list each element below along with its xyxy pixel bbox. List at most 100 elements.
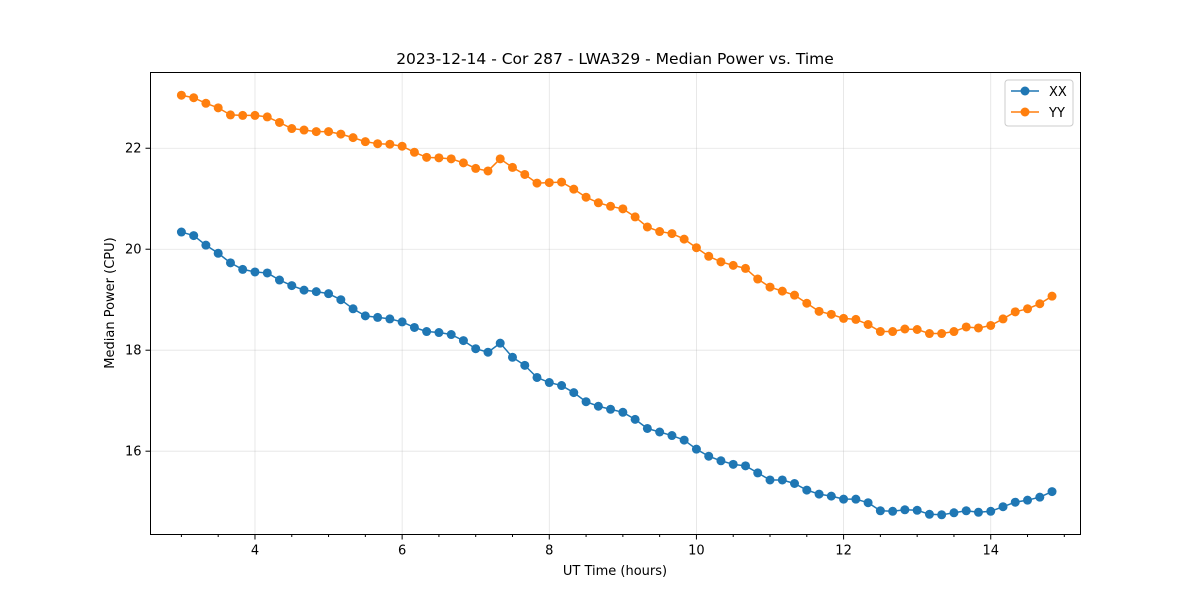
data-point-xx [667,431,677,441]
data-point-yy [961,322,971,332]
data-point-yy [520,169,530,179]
data-point-yy [655,227,665,237]
data-point-xx [176,227,186,237]
data-point-xx [189,231,199,241]
chart-title: 2023-12-14 - Cor 287 - LWA329 - Median P… [396,50,834,68]
data-point-yy [373,139,383,149]
data-point-yy [777,286,787,296]
data-point-yy [642,222,652,232]
legend-marker-xx [1020,86,1030,96]
data-point-yy [863,319,873,329]
data-point-yy [446,154,456,164]
data-point-yy [973,323,983,333]
data-point-xx [520,360,530,370]
data-point-yy [875,327,885,337]
series-xx [176,227,1057,520]
data-point-yy [888,327,898,337]
data-point-xx [1023,495,1033,505]
data-point-xx [1010,497,1020,507]
data-point-yy [802,298,812,308]
data-point-xx [814,489,824,499]
data-point-xx [201,240,211,250]
data-point-yy [741,263,751,273]
data-point-xx [691,444,701,454]
data-point-xx [250,267,260,277]
axis-ticks: 4 6 8 10 12 14 16 18 20 22 [125,142,1065,559]
data-point-xx [434,328,444,338]
data-point-yy [458,158,468,168]
data-point-yy [753,274,763,284]
data-point-yy [728,260,738,270]
data-point-xx [581,397,591,407]
data-point-yy [606,201,616,211]
data-point-yy [483,166,493,176]
data-point-yy [397,141,407,151]
data-point-yy [360,137,370,147]
data-point-yy [998,314,1008,324]
data-point-yy [201,98,211,108]
data-point-yy [422,152,432,162]
data-point-yy [176,90,186,100]
data-point-yy [679,234,689,244]
data-point-xx [802,485,812,495]
data-point-yy [532,178,542,188]
series-yy [176,90,1057,339]
data-point-xx [446,330,456,340]
data-point-xx [287,281,297,291]
data-point-xx [851,494,861,504]
data-point-xx [348,304,358,314]
data-point-yy [274,117,284,127]
data-point-yy [324,127,334,137]
data-point-yy [1047,291,1057,301]
data-point-xx [630,414,640,424]
data-point-xx [225,258,235,268]
data-point-xx [397,317,407,327]
series-layer [176,90,1057,520]
data-point-yy [507,162,517,172]
data-point-xx [704,451,714,461]
legend-label-yy: YY [1048,106,1065,121]
data-point-xx [409,322,419,332]
data-point-yy [311,127,321,137]
data-point-xx [213,248,223,258]
data-point-yy [618,204,628,214]
data-point-xx [458,336,468,346]
data-point-yy [839,313,849,323]
y-tick-label: 20 [125,243,142,258]
data-point-xx [373,312,383,322]
data-point-yy [262,112,272,122]
data-point-yy [814,306,824,316]
data-point-yy [593,198,603,208]
data-point-yy [471,163,481,173]
data-point-xx [507,352,517,362]
data-point-xx [949,508,959,518]
data-point-yy [986,320,996,330]
data-point-xx [839,494,849,504]
data-point-yy [434,153,444,163]
data-point-yy [299,125,309,135]
data-point-yy [287,124,297,134]
data-point-xx [973,507,983,517]
data-point-xx [593,401,603,411]
data-point-xx [753,468,763,478]
data-point-xx [741,461,751,471]
data-point-yy [790,290,800,300]
y-tick-label: 22 [125,142,142,157]
data-point-yy [238,110,248,120]
plot-frame [150,72,1081,535]
data-point-xx [777,475,787,485]
data-point-yy [385,139,395,149]
data-point-yy [851,314,861,324]
data-point-yy [900,324,910,334]
data-point-xx [324,289,334,299]
data-point-xx [765,475,775,485]
data-point-xx [471,344,481,354]
data-point-yy [213,103,223,113]
data-point-yy [409,147,419,157]
data-point-yy [937,329,947,339]
data-point-xx [826,491,836,501]
data-point-yy [557,177,567,187]
data-point-xx [790,479,800,488]
